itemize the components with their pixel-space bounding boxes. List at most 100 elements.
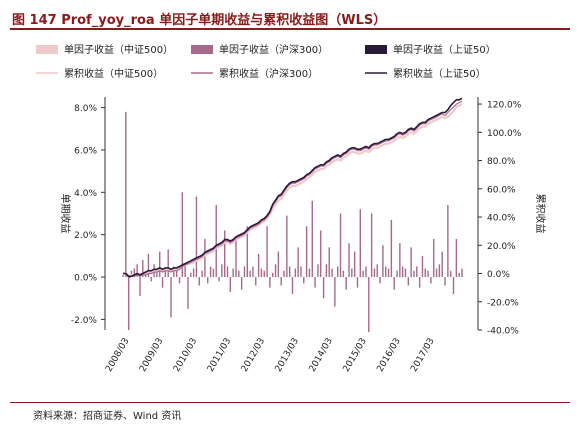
bar	[314, 277, 316, 288]
bar	[382, 245, 384, 278]
bar	[416, 266, 418, 278]
bar	[218, 277, 220, 282]
bar	[277, 251, 280, 278]
bar	[263, 270, 265, 278]
bar	[353, 251, 356, 278]
bar	[274, 264, 277, 278]
y-tick-label: 4.0%	[74, 189, 97, 199]
x-tick-label: 2014/03	[308, 337, 335, 374]
bar	[229, 277, 232, 292]
bar	[212, 268, 215, 278]
bar	[294, 268, 297, 278]
bar	[433, 238, 435, 278]
bar	[396, 270, 398, 278]
bar	[399, 243, 401, 278]
bar	[249, 270, 251, 278]
legend-label: 单因子收益（上证50）	[393, 43, 496, 56]
bar	[331, 268, 333, 278]
bar-series	[122, 111, 463, 333]
bar	[269, 277, 271, 288]
bar	[139, 277, 141, 297]
figure-title: 图 147 Prof_yoy_roa 单因子单期收益与累积收益图（WLS）	[12, 13, 387, 28]
bar	[175, 268, 178, 278]
bar	[387, 268, 390, 278]
bar	[438, 264, 441, 278]
bar	[272, 272, 274, 278]
bar	[125, 111, 127, 278]
bar	[421, 255, 424, 278]
bar	[207, 277, 209, 284]
bar	[260, 268, 263, 278]
bar	[280, 277, 282, 286]
bar	[286, 215, 288, 278]
bar	[435, 268, 438, 278]
y2-tick-label: -20.0%	[487, 298, 519, 308]
y2-axis-label: 累积收益	[534, 194, 547, 234]
bar	[252, 266, 254, 278]
bar	[328, 247, 330, 278]
bar	[161, 277, 164, 288]
bar	[444, 277, 446, 286]
bar	[283, 270, 285, 278]
bar	[359, 209, 361, 278]
bar	[356, 277, 359, 288]
x-tick-label: 2016/03	[375, 337, 402, 374]
bar	[458, 272, 460, 278]
bar	[452, 277, 455, 294]
x-tick-label: 2009/03	[138, 337, 165, 374]
bar	[170, 277, 172, 318]
bar	[204, 238, 206, 278]
legend-label: 累积收益（上证50）	[393, 67, 486, 80]
x-tick-label: 2008/03	[104, 337, 131, 374]
bar	[300, 266, 302, 278]
y2-tick-label: 0.0%	[487, 270, 510, 280]
bar	[164, 270, 167, 278]
y-axis-label: 单期收益	[59, 194, 72, 234]
bar	[376, 264, 378, 278]
y2-tick-label: 40.0%	[487, 214, 516, 224]
bar	[424, 268, 426, 278]
bar	[339, 213, 342, 278]
source-divider	[10, 402, 570, 403]
bar	[246, 226, 248, 278]
bar	[322, 277, 325, 299]
x-tick-label: 2011/03	[206, 337, 233, 374]
bar	[173, 266, 175, 278]
bar	[308, 268, 311, 278]
y-tick-label: 2.0%	[74, 231, 97, 241]
bar	[365, 266, 367, 278]
bar	[178, 277, 181, 284]
bar	[291, 277, 294, 294]
bar	[133, 268, 135, 278]
bar	[288, 266, 291, 278]
bar	[455, 238, 458, 278]
bar	[201, 270, 203, 278]
bar	[156, 268, 158, 278]
bar	[450, 270, 452, 278]
bar	[362, 270, 364, 278]
legend-label: 单因子收益（沪深300）	[219, 43, 328, 56]
bar	[240, 277, 243, 290]
bar	[198, 277, 200, 286]
bar	[238, 270, 240, 278]
bar	[401, 266, 404, 278]
line-series	[123, 97, 463, 279]
bar	[232, 268, 234, 278]
series-line	[123, 103, 463, 278]
legend-label: 累积收益（中证500）	[64, 67, 163, 80]
bar	[181, 192, 184, 278]
bar	[342, 270, 345, 278]
bar	[311, 200, 313, 278]
bar	[334, 277, 336, 307]
bar	[243, 266, 246, 278]
bar	[221, 264, 223, 278]
bar	[187, 277, 189, 309]
bar	[184, 264, 186, 278]
axes: 单期收益 累积收益 2008/03 2009/03 2010/03 2011/03 2012…	[59, 97, 547, 374]
bar	[257, 253, 260, 278]
bar	[142, 260, 144, 278]
y-tick-label: 0.0%	[74, 274, 97, 284]
bar	[427, 270, 429, 278]
bar	[305, 226, 308, 278]
